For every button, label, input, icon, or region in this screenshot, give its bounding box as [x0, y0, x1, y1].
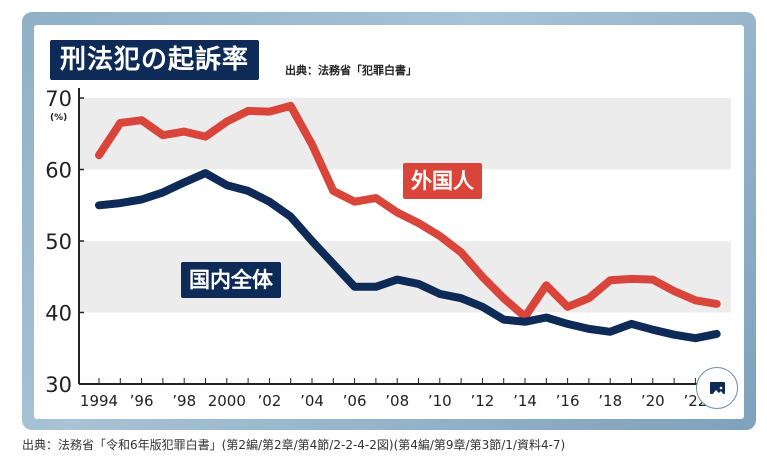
x-tick-label: ’12 [470, 392, 494, 410]
chart-panel [34, 25, 744, 419]
x-tick-label: ’10 [428, 392, 452, 410]
x-tick-label: ’08 [385, 392, 409, 410]
y-tick-label: 40 [45, 302, 72, 326]
y-tick-label: 60 [45, 159, 72, 183]
series-line-total [95, 169, 721, 343]
x-tick-label: 1994 [80, 392, 118, 410]
y-tick-label: 50 [45, 230, 72, 254]
x-tick-label: ’98 [172, 392, 196, 410]
image-view-button[interactable] [696, 367, 738, 409]
series-line-foreign [95, 101, 721, 321]
x-tick-label: ’14 [513, 392, 537, 410]
x-tick-label: ’16 [556, 392, 580, 410]
y-axis-unit: (%) [50, 113, 67, 123]
x-tick-label: ’18 [598, 392, 622, 410]
image-icon [710, 382, 725, 395]
y-tick-label: 30 [45, 373, 72, 397]
series-label-total: 国内全体 [181, 262, 281, 298]
x-tick-label: 2000 [208, 392, 246, 410]
x-tick-label: ’20 [641, 392, 665, 410]
y-tick-label: 70 [45, 87, 72, 111]
source-note: 出典：法務省「犯罪白書」 [285, 64, 417, 77]
x-tick-label: ’06 [343, 392, 367, 410]
x-tick-label: ’02 [257, 392, 281, 410]
series-label-foreign: 外国人 [403, 163, 482, 199]
x-tick-label: ’04 [300, 392, 324, 410]
x-tick-label: ’96 [130, 392, 154, 410]
footer-source: 出典：法務省「令和6年版犯罪白書」(第2編/第2章/第4節/2-2-4-2図)(… [22, 438, 566, 452]
chart-title: 刑法犯の起訴率 [50, 40, 260, 80]
